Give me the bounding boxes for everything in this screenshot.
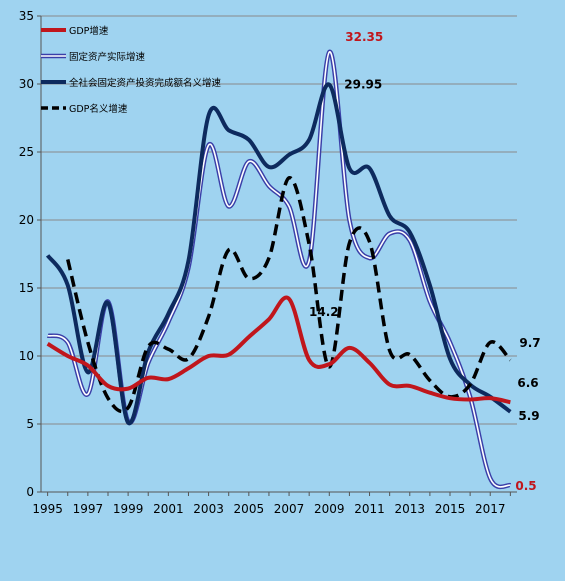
annotation-6: 0.5	[515, 479, 536, 493]
legend-label-2: 全社会固定资产投资完成额名义增速	[69, 77, 222, 89]
x-tick-label-1995: 1995	[32, 502, 63, 516]
y-tick-label-5: 5	[26, 417, 34, 431]
axes	[37, 15, 517, 496]
x-tick-label-1997: 1997	[73, 502, 104, 516]
y-tick-label-0: 0	[26, 485, 34, 499]
annotation-5: 5.9	[518, 409, 539, 423]
x-tick-labels: 1995 1997 1999 2001 2003 2005 2007 2009 2011 2013…	[32, 502, 505, 516]
annotation-0: 32.35	[345, 30, 383, 44]
legend-label-1: 固定资产实际增速	[69, 51, 146, 63]
y-tick-label-15: 15	[19, 281, 34, 295]
y-tick-labels: 0 5 10 15 20 25 30 35	[19, 9, 34, 499]
annotation-2: 14.2	[309, 305, 339, 319]
x-tick-label-2007: 2007	[274, 502, 305, 516]
annotation-1: 29.95	[344, 78, 382, 92]
y-tick-label-25: 25	[19, 145, 34, 159]
annotation-3: 9.7	[519, 336, 540, 350]
y-tick-label-20: 20	[19, 213, 34, 227]
legend-label-0: GDP增速	[69, 25, 109, 37]
x-tick-label-2017: 2017	[475, 502, 506, 516]
series-3-line	[66, 176, 512, 414]
y-tick-label-35: 35	[19, 9, 34, 23]
x-tick-label-2009: 2009	[314, 502, 345, 516]
x-tick-label-2015: 2015	[435, 502, 466, 516]
y-tick-label-10: 10	[19, 349, 34, 363]
series-lines	[45, 49, 512, 490]
y-tick-label-30: 30	[19, 77, 34, 91]
x-tick-label-1999: 1999	[113, 502, 144, 516]
x-tick-label-2001: 2001	[153, 502, 184, 516]
annotation-4: 6.6	[517, 376, 538, 390]
grid-lines	[41, 15, 517, 425]
legend-label-3: GDP名义增速	[69, 103, 128, 115]
series-2-line	[45, 82, 512, 426]
x-tick-label-2003: 2003	[193, 502, 224, 516]
data-annotations: 32.35 29.95 14.2 9.7 6.6 5.9 0.5	[309, 30, 541, 493]
x-tick-label-2013: 2013	[394, 502, 425, 516]
x-tick-label-2011: 2011	[354, 502, 385, 516]
x-tick-label-2005: 2005	[234, 502, 265, 516]
series-0-line	[46, 295, 511, 405]
